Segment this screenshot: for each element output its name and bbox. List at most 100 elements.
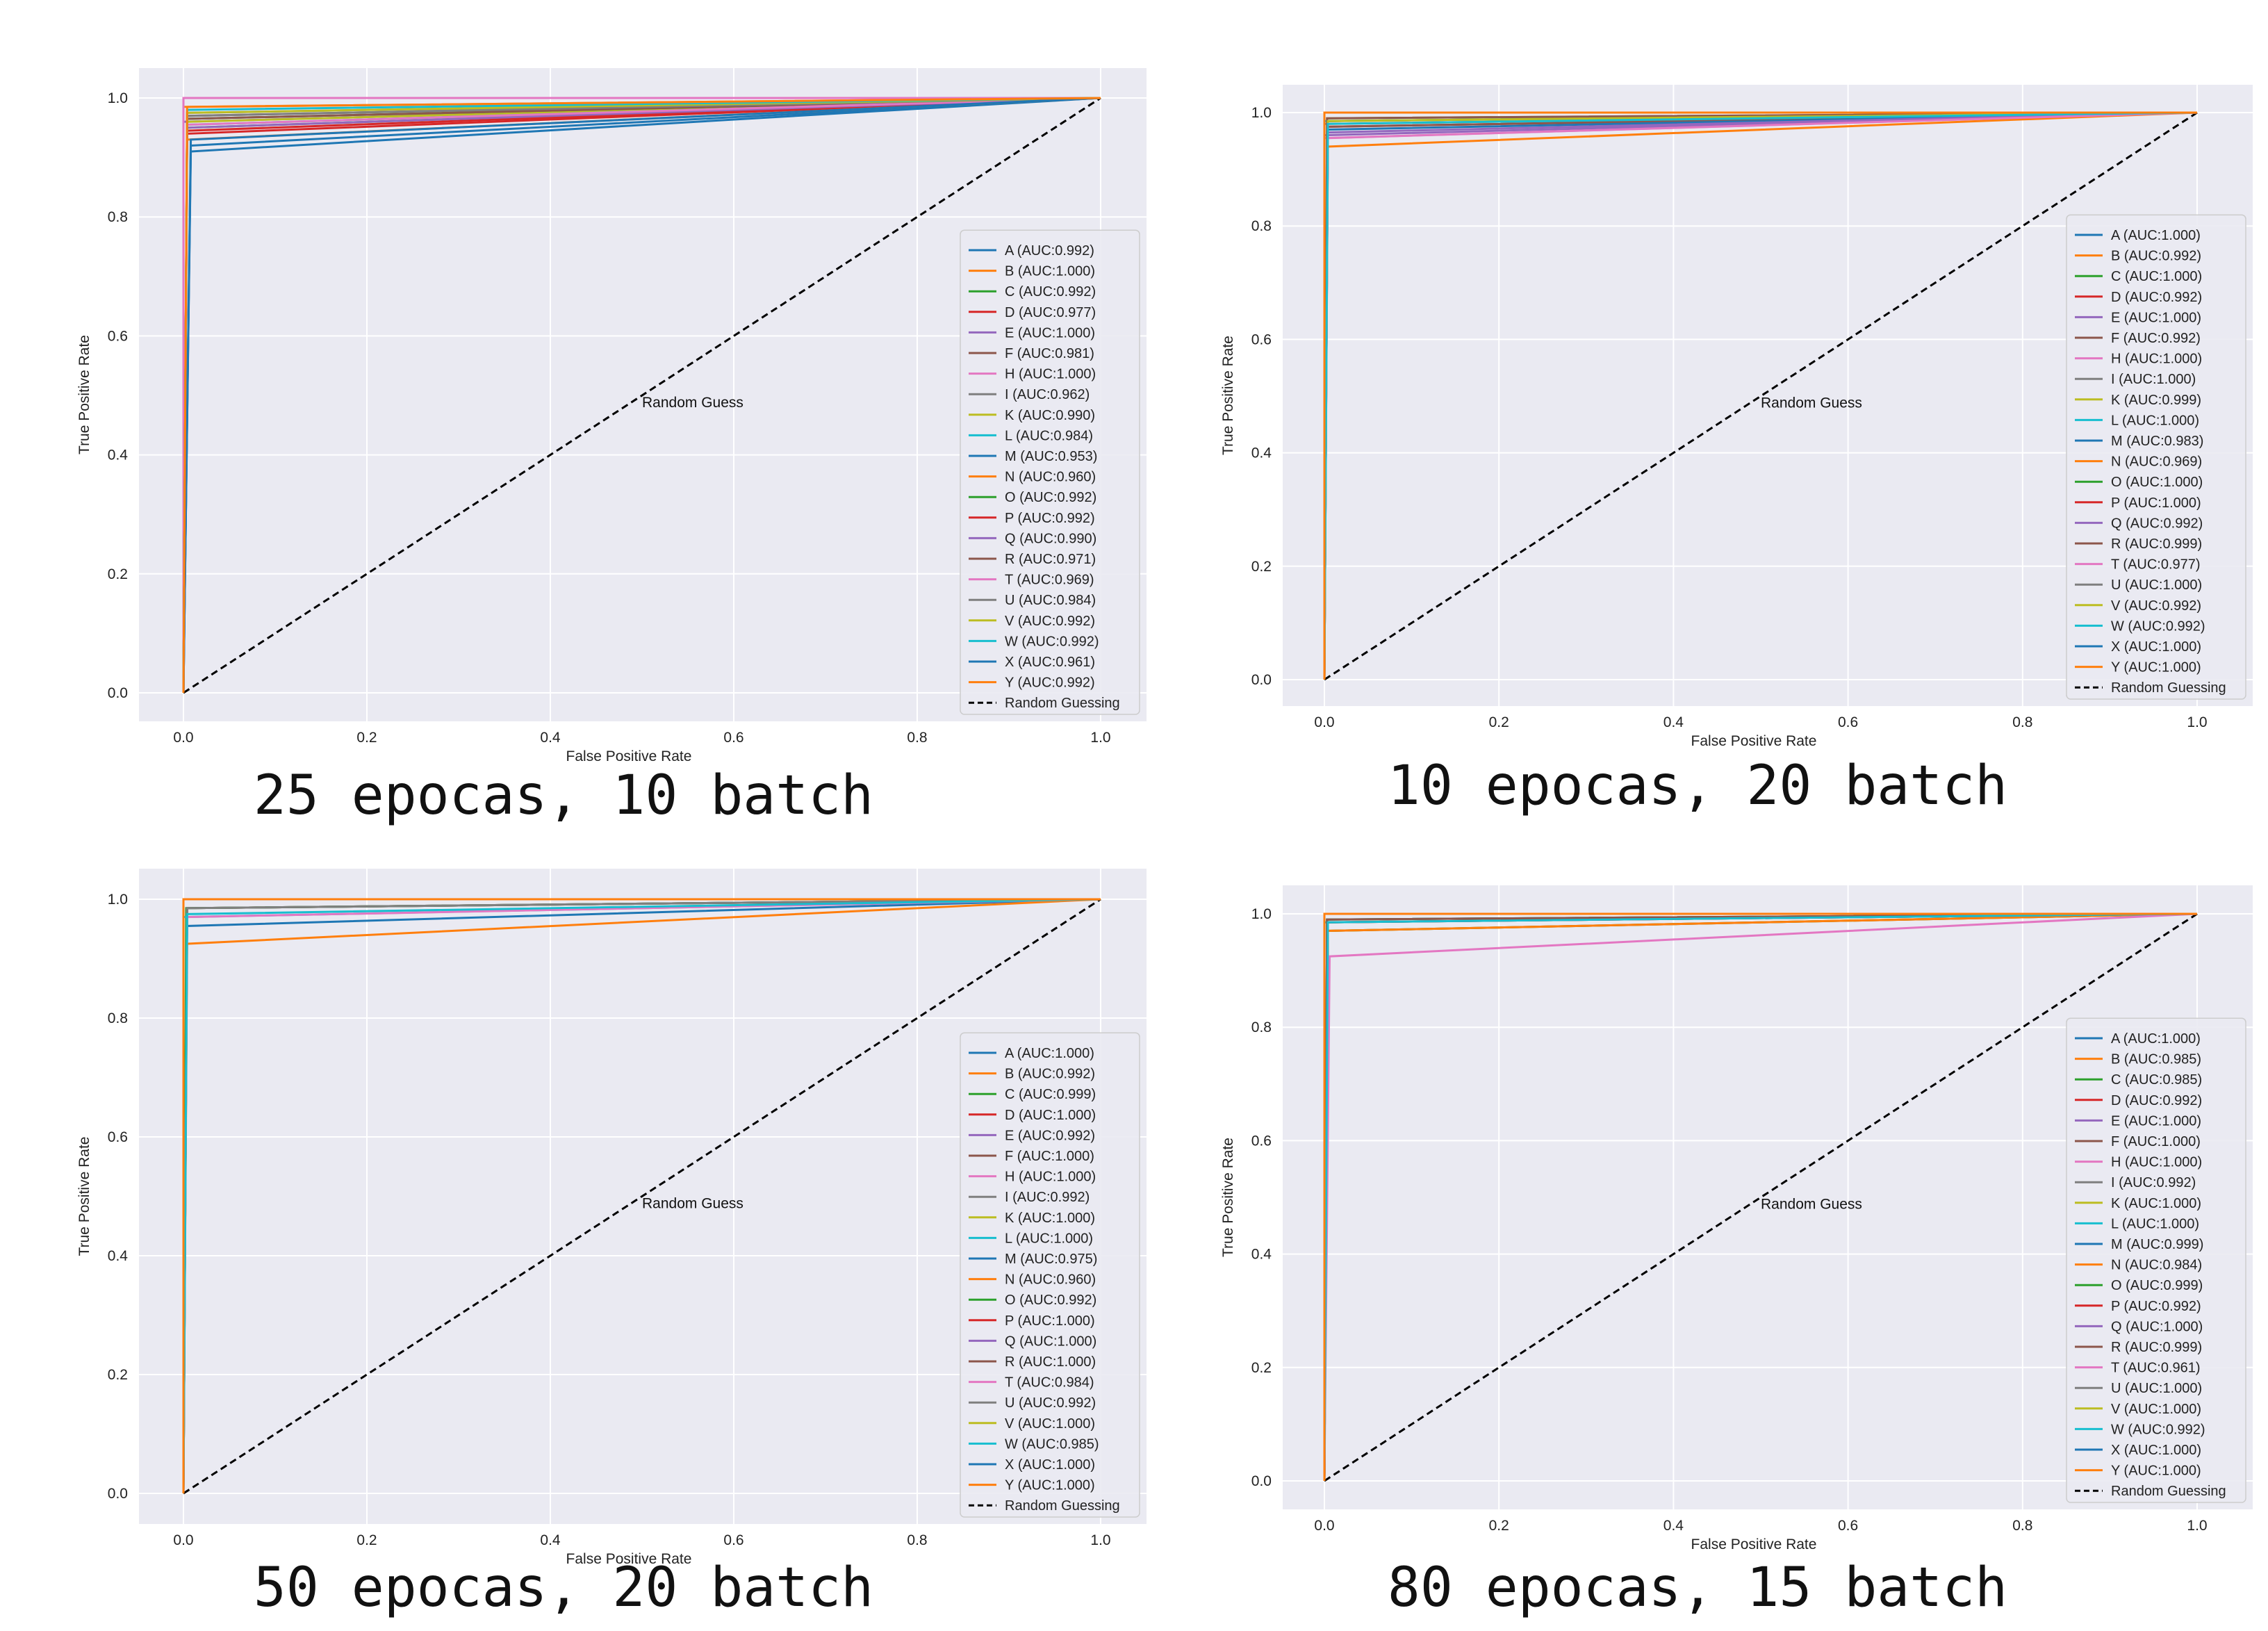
roc-curve xyxy=(182,898,1101,1493)
x-tick-label: 0.6 xyxy=(1838,1518,1858,1534)
legend-label: W (AUC:0.992) xyxy=(2111,1422,2205,1437)
legend-label: L (AUC:0.984) xyxy=(1005,428,1093,443)
random-guess-annotation: Random Guess xyxy=(1761,395,1862,411)
legend-label: C (AUC:0.992) xyxy=(1005,284,1096,300)
x-tick-label: 1.0 xyxy=(2187,1518,2207,1534)
legend-label: R (AUC:0.971) xyxy=(1005,552,1096,567)
legend-label: I (AUC:0.992) xyxy=(2111,1175,2196,1190)
legend-label: L (AUC:1.000) xyxy=(2111,1216,2199,1231)
roc-panel-1: 0.0 0.2 0.4 0.6 0.8 1.0 0.0 0.2 0.4 0.6 0.8 1.0 Fals… xyxy=(0,0,1147,827)
legend-label: W (AUC:0.992) xyxy=(1005,634,1099,649)
legend-label: F (AUC:1.000) xyxy=(1005,1149,1094,1164)
legend-label: K (AUC:1.000) xyxy=(2111,1196,2201,1211)
roc-chart-2: 0.0 0.2 0.4 0.6 0.8 1.0 0.0 0.2 0.4 0.6 0.8 1.0 Fals… xyxy=(1220,85,2253,749)
legend-label: R (AUC:0.999) xyxy=(2111,1340,2202,1355)
roc-panel-4: 0.0 0.2 0.4 0.6 0.8 1.0 0.0 0.2 0.4 0.6 0.8 1.0 Fals… xyxy=(1134,813,2268,1631)
y-tick-label: 1.0 xyxy=(1251,105,1272,121)
x-tick-label: 0.6 xyxy=(723,1532,743,1548)
x-tick-label: 0.0 xyxy=(173,730,193,746)
legend-label: I (AUC:0.962) xyxy=(1005,387,1090,402)
legend-label: V (AUC:0.992) xyxy=(1005,614,1095,629)
x-axis-label: False Positive Rate xyxy=(566,1551,692,1567)
x-tick-label: 0.4 xyxy=(1663,714,1684,730)
roc-curve xyxy=(182,97,1101,694)
random-guessing-line xyxy=(183,898,1101,1495)
legend-label: F (AUC:0.981) xyxy=(1005,346,1094,361)
x-tick-label: 0.2 xyxy=(1489,714,1509,730)
legend-label: W (AUC:0.992) xyxy=(2111,618,2205,634)
legend-label: X (AUC:1.000) xyxy=(1005,1457,1095,1473)
legend-label: Q (AUC:1.000) xyxy=(1005,1334,1096,1349)
y-tick-label: 0.8 xyxy=(1251,218,1272,234)
legend-label-random: Random Guessing xyxy=(1005,696,1120,711)
x-tick-label: 0.4 xyxy=(540,1532,561,1548)
x-tick-label: 0.8 xyxy=(907,1532,927,1548)
legend-label: T (AUC:0.961) xyxy=(2111,1361,2201,1376)
legend-label: M (AUC:0.953) xyxy=(1005,449,1097,464)
legend-label: U (AUC:1.000) xyxy=(2111,577,2202,593)
y-tick-label: 0.8 xyxy=(108,1010,128,1026)
legend-label: N (AUC:0.984) xyxy=(2111,1258,2202,1273)
y-axis-label: True Positive Rate xyxy=(76,1137,92,1256)
legend-label: D (AUC:1.000) xyxy=(1005,1108,1096,1123)
legend-label: B (AUC:0.985) xyxy=(2111,1052,2201,1067)
legend-label: V (AUC:0.992) xyxy=(2111,598,2201,614)
y-tick-label: 0.0 xyxy=(108,1486,128,1502)
y-tick-label: 0.0 xyxy=(108,685,128,701)
y-tick-label: 0.6 xyxy=(1251,331,1272,347)
x-axis-label: False Positive Rate xyxy=(1691,733,1817,749)
legend-label: H (AUC:1.000) xyxy=(2111,1155,2202,1170)
legend-label: E (AUC:1.000) xyxy=(1005,325,1095,341)
legend-label: C (AUC:1.000) xyxy=(2111,269,2202,284)
x-axis-label: False Positive Rate xyxy=(1691,1536,1817,1552)
legend-box xyxy=(2066,214,2246,700)
x-tick-label: 0.6 xyxy=(723,730,743,746)
legend-label: K (AUC:0.990) xyxy=(1005,408,1095,423)
legend-label: O (AUC:1.000) xyxy=(2111,475,2203,490)
x-tick-label: 0.8 xyxy=(907,730,927,746)
legend-label: K (AUC:0.999) xyxy=(2111,393,2201,408)
roc-panel-2: 0.0 0.2 0.4 0.6 0.8 1.0 0.0 0.2 0.4 0.6 0.8 1.0 Fals… xyxy=(1134,0,2268,817)
legend-label: M (AUC:0.975) xyxy=(1005,1252,1097,1267)
random-guessing-line xyxy=(183,97,1101,694)
legend-label: X (AUC:1.000) xyxy=(2111,639,2201,655)
legend-label: A (AUC:0.992) xyxy=(1005,243,1094,259)
random-guessing-line xyxy=(1324,111,2198,681)
legend-label-random: Random Guessing xyxy=(2111,1484,2226,1499)
legend-label: Y (AUC:1.000) xyxy=(1005,1478,1095,1493)
legend-box xyxy=(960,1032,1140,1518)
x-tick-label: 0.2 xyxy=(356,1532,377,1548)
legend-label: P (AUC:1.000) xyxy=(2111,495,2201,511)
legend-label: T (AUC:0.977) xyxy=(2111,557,2201,573)
legend-label: P (AUC:1.000) xyxy=(1005,1313,1095,1329)
roc-curve xyxy=(1323,912,2197,1481)
legend-label: U (AUC:1.000) xyxy=(2111,1381,2202,1396)
x-tick-label: 0.8 xyxy=(2012,1518,2032,1534)
y-tick-label: 0.2 xyxy=(1251,559,1272,575)
chart-caption-1: 25 epocas, 10 batch xyxy=(253,764,874,827)
legend-label: K (AUC:1.000) xyxy=(1005,1211,1095,1226)
legend-label: Y (AUC:0.992) xyxy=(1005,675,1095,691)
roc-chart-4: 0.0 0.2 0.4 0.6 0.8 1.0 0.0 0.2 0.4 0.6 0.8 1.0 Fals… xyxy=(1220,885,2253,1552)
x-tick-label: 1.0 xyxy=(2187,714,2207,730)
legend-label: B (AUC:1.000) xyxy=(1005,264,1095,279)
legend-label: L (AUC:1.000) xyxy=(1005,1231,1093,1246)
y-tick-label: 0.2 xyxy=(1251,1360,1272,1376)
legend-label: L (AUC:1.000) xyxy=(2111,413,2199,428)
legend-label: A (AUC:1.000) xyxy=(2111,228,2201,243)
legend-label: Q (AUC:0.992) xyxy=(2111,516,2203,531)
roc-curve xyxy=(1323,111,2197,680)
x-tick-label: 0.0 xyxy=(1314,714,1334,730)
legend-label: P (AUC:0.992) xyxy=(1005,511,1095,526)
y-tick-label: 1.0 xyxy=(108,892,128,908)
x-tick-label: 0.0 xyxy=(1314,1518,1334,1534)
x-tick-label: 1.0 xyxy=(1090,730,1110,746)
roc-curve xyxy=(1323,111,2198,680)
y-axis-label: True Positive Rate xyxy=(76,335,92,454)
x-tick-label: 0.8 xyxy=(2012,714,2032,730)
random-guessing-line xyxy=(1324,912,2198,1482)
x-tick-label: 0.2 xyxy=(1489,1518,1509,1534)
legend-label: Y (AUC:1.000) xyxy=(2111,1464,2201,1479)
y-tick-label: 0.8 xyxy=(108,209,128,225)
legend-label: R (AUC:0.999) xyxy=(2111,536,2202,552)
